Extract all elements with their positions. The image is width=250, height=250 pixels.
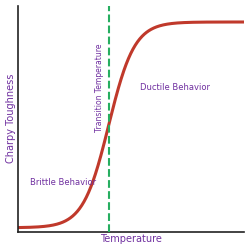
X-axis label: Temperature: Temperature xyxy=(100,234,162,244)
Text: Transition Temperature: Transition Temperature xyxy=(95,44,104,132)
Text: Ductile Behavior: Ductile Behavior xyxy=(140,83,210,92)
Text: Brittle Behavior: Brittle Behavior xyxy=(30,178,96,187)
Y-axis label: Charpy Toughness: Charpy Toughness xyxy=(6,74,16,163)
